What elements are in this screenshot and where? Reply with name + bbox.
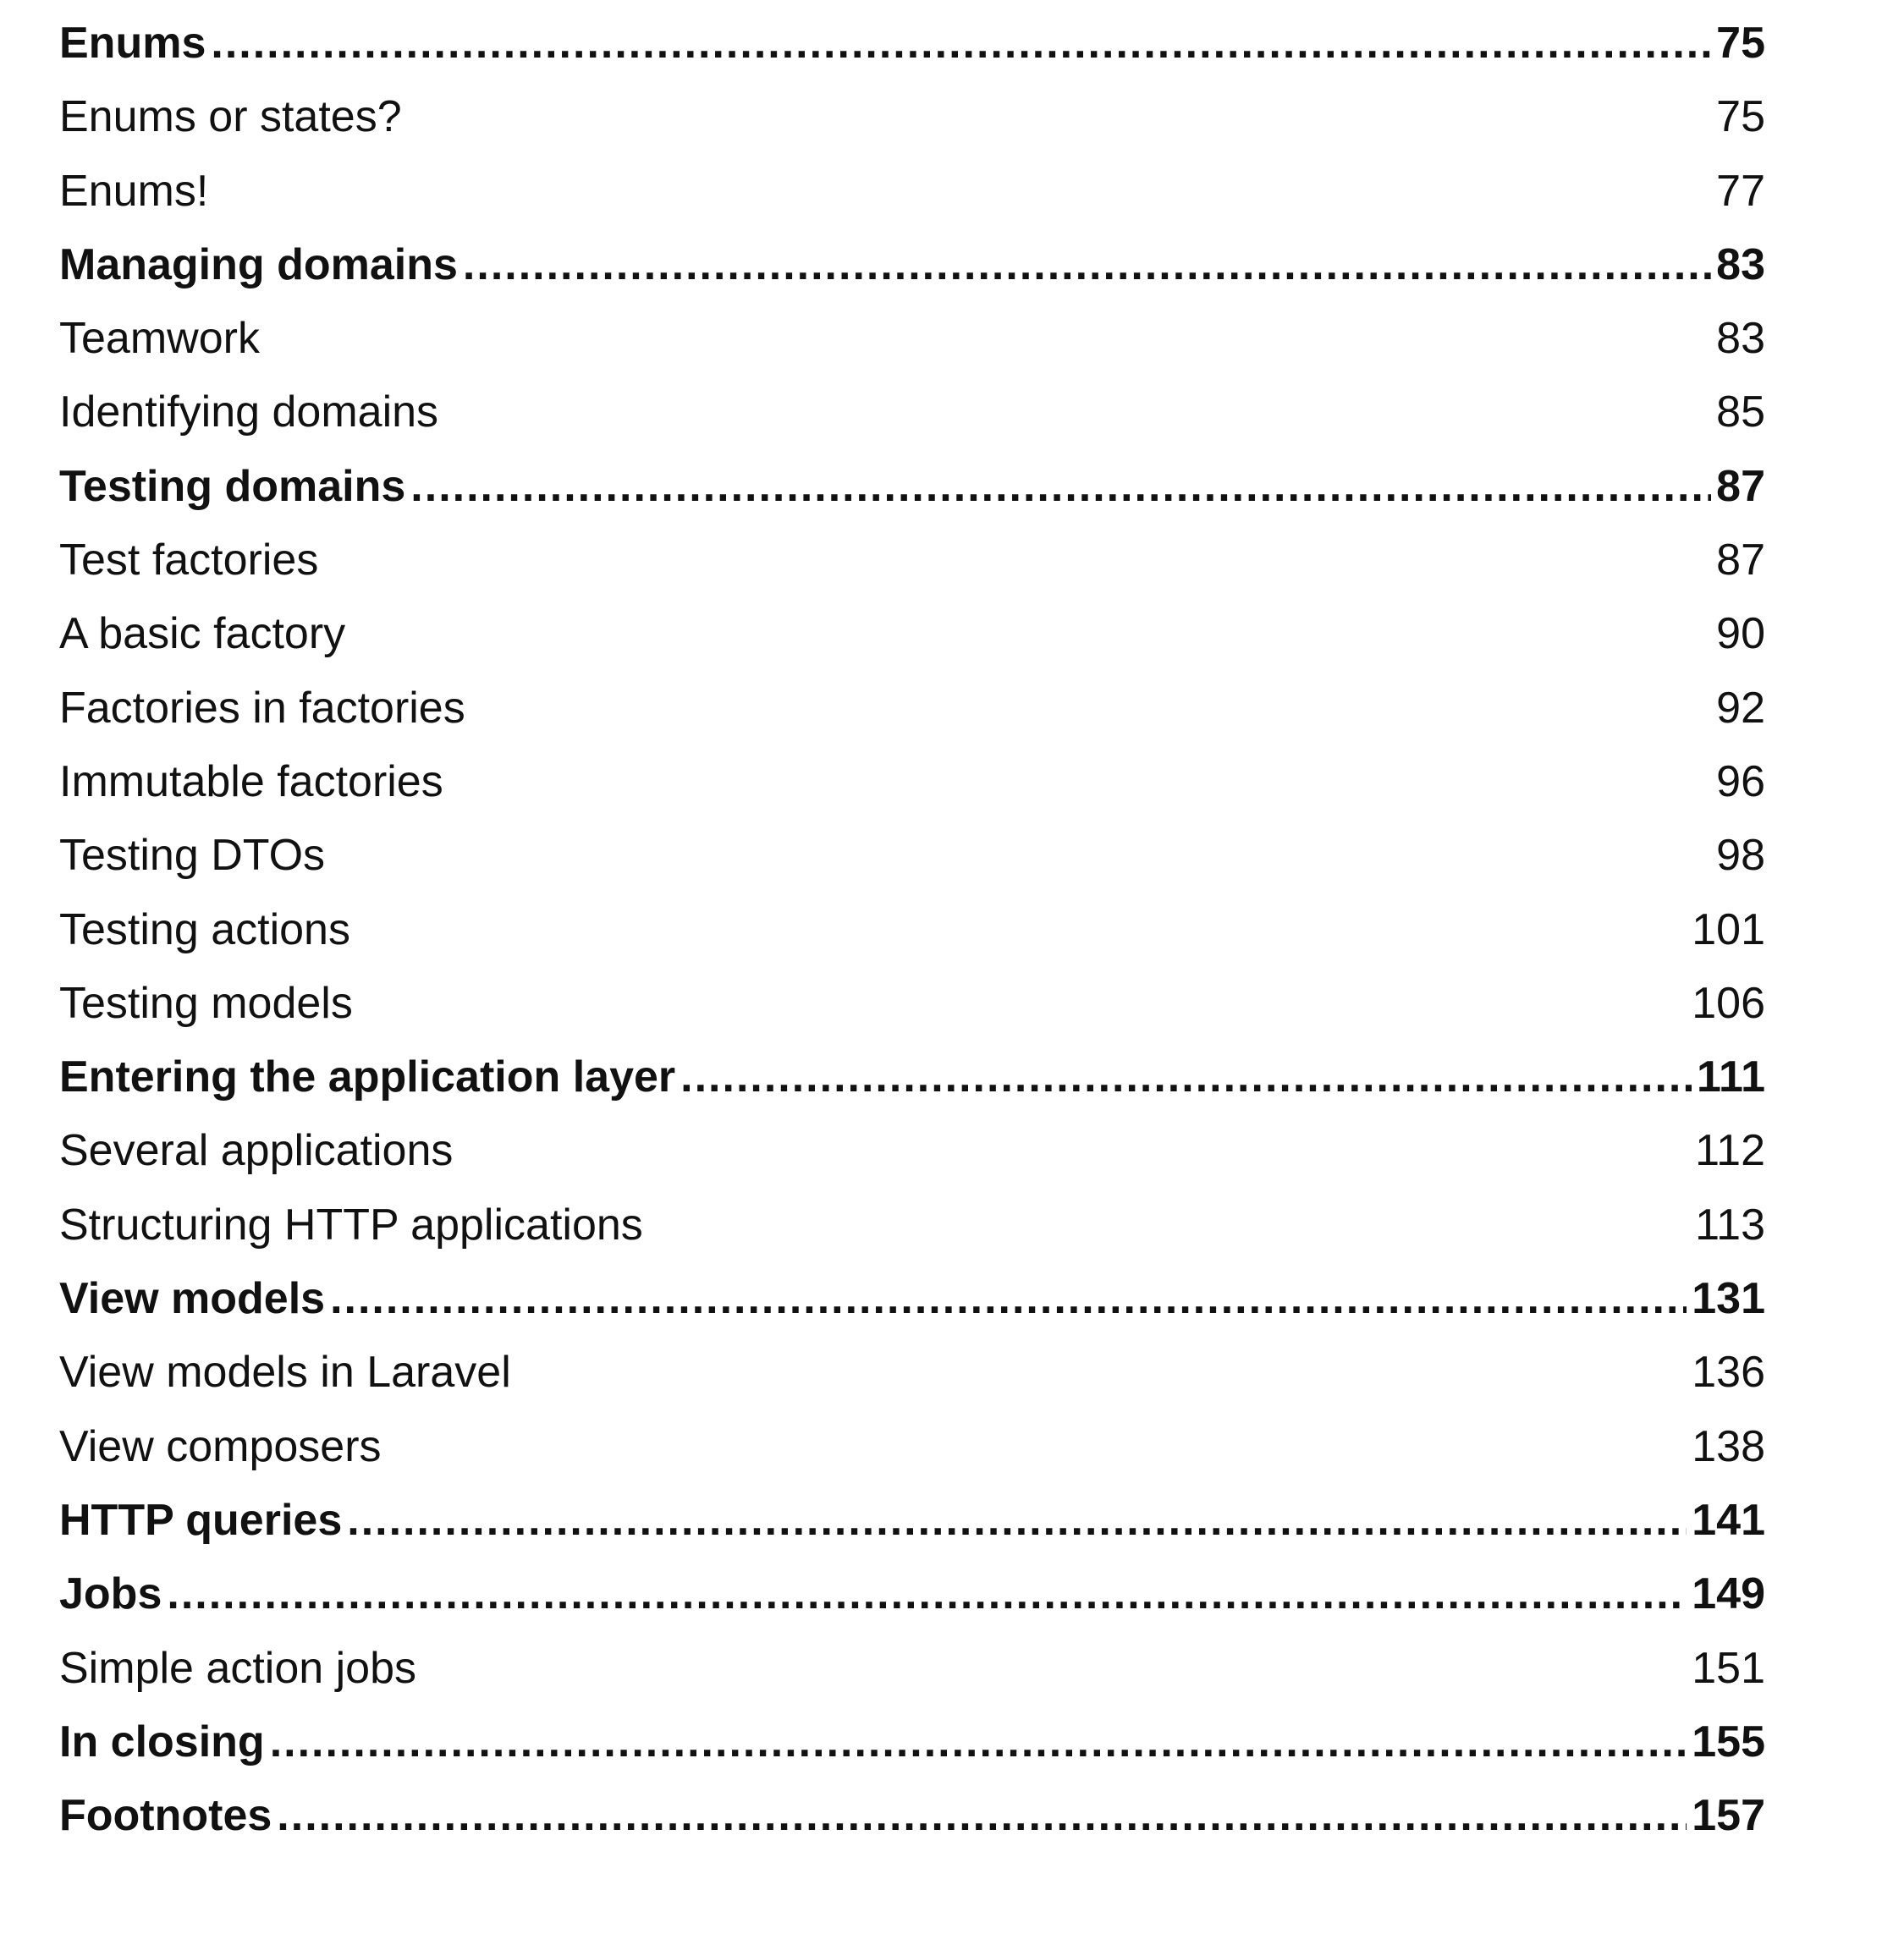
toc-section-entry[interactable]: Testing DTOs 98 (59, 819, 1765, 893)
toc-section-entry[interactable]: Factories in factories 92 (59, 672, 1765, 745)
table-of-contents: Enums 75 Enums or states? 75 Enums! 77 Managin… (59, 7, 1765, 1853)
toc-entry-title: Managing domains (59, 239, 458, 289)
toc-section-entry[interactable]: Several applications 112 (59, 1114, 1765, 1188)
dot-leader (270, 1706, 1687, 1779)
toc-entry-title: Simple action jobs (59, 1643, 416, 1693)
toc-section-entry[interactable]: Structuring HTTP applications 113 (59, 1189, 1765, 1262)
toc-chapter-entry[interactable]: HTTP queries 141 (59, 1484, 1765, 1558)
toc-entry-page: 149 (1692, 1569, 1765, 1619)
toc-entry-page: 112 (1695, 1126, 1765, 1176)
toc-entry-title: Immutable factories (59, 756, 443, 806)
dot-leader (167, 1558, 1687, 1631)
toc-entry-title: HTTP queries (59, 1495, 343, 1545)
toc-section-entry[interactable]: Test factories 87 (59, 524, 1765, 597)
toc-chapter-entry[interactable]: View models 131 (59, 1262, 1765, 1336)
toc-entry-page: 141 (1692, 1495, 1765, 1545)
toc-section-entry[interactable]: Enums! 77 (59, 155, 1765, 228)
toc-entry-page: 96 (1716, 756, 1765, 806)
toc-chapter-entry[interactable]: In closing 155 (59, 1706, 1765, 1779)
toc-entry-page: 111 (1696, 1052, 1765, 1102)
toc-entry-title: View composers (59, 1421, 382, 1471)
dot-leader (211, 7, 1711, 80)
toc-entry-title: Testing actions (59, 904, 350, 954)
toc-entry-title: Teamwork (59, 314, 260, 364)
toc-entry-page: 106 (1692, 978, 1765, 1028)
toc-entry-title: Testing DTOs (59, 831, 326, 881)
toc-section-entry[interactable]: Testing actions 101 (59, 893, 1765, 967)
toc-entry-page: 92 (1716, 683, 1765, 733)
toc-entry-page: 98 (1716, 831, 1765, 881)
dot-leader (277, 1779, 1687, 1853)
toc-entry-title: View models (59, 1274, 326, 1324)
toc-section-entry[interactable]: Teamwork 83 (59, 302, 1765, 376)
toc-section-entry[interactable]: Enums or states? 75 (59, 80, 1765, 154)
toc-entry-page: 113 (1695, 1200, 1765, 1250)
toc-entry-page: 138 (1692, 1421, 1765, 1471)
toc-entry-title: In closing (59, 1717, 265, 1766)
toc-entry-title: Entering the application layer (59, 1052, 676, 1102)
toc-entry-title: A basic factory (59, 609, 346, 659)
toc-chapter-entry[interactable]: Testing domains 87 (59, 450, 1765, 524)
toc-entry-title: Enums or states? (59, 92, 402, 142)
toc-entry-page: 85 (1716, 387, 1765, 437)
toc-entry-title: Enums (59, 19, 206, 68)
toc-entry-title: Factories in factories (59, 683, 465, 733)
toc-section-entry[interactable]: Immutable factories 96 (59, 745, 1765, 819)
toc-entry-title: Structuring HTTP applications (59, 1200, 643, 1250)
toc-entry-page: 136 (1692, 1348, 1765, 1398)
toc-entry-title: Testing domains (59, 461, 406, 511)
toc-entry-page: 87 (1716, 536, 1765, 585)
toc-entry-page: 77 (1716, 166, 1765, 216)
toc-entry-title: Jobs (59, 1569, 162, 1619)
toc-chapter-entry[interactable]: Footnotes 157 (59, 1779, 1765, 1853)
toc-chapter-entry[interactable]: Managing domains 83 (59, 228, 1765, 302)
dot-leader (330, 1262, 1687, 1336)
toc-entry-title: Testing models (59, 978, 353, 1028)
toc-section-entry[interactable]: View models in Laravel 136 (59, 1336, 1765, 1409)
toc-entry-title: View models in Laravel (59, 1348, 511, 1398)
toc-entry-title: Footnotes (59, 1791, 272, 1841)
toc-section-entry[interactable]: View composers 138 (59, 1410, 1765, 1484)
toc-section-entry[interactable]: A basic factory 90 (59, 597, 1765, 671)
toc-entry-page: 83 (1716, 239, 1765, 289)
toc-entry-page: 157 (1692, 1791, 1765, 1841)
toc-section-entry[interactable]: Testing models 106 (59, 967, 1765, 1041)
dot-leader (347, 1484, 1687, 1558)
toc-entry-page: 83 (1716, 314, 1765, 364)
toc-chapter-entry[interactable]: Enums 75 (59, 7, 1765, 80)
toc-chapter-entry[interactable]: Entering the application layer 111 (59, 1041, 1765, 1114)
toc-entry-page: 155 (1692, 1717, 1765, 1766)
toc-section-entry[interactable]: Identifying domains 85 (59, 376, 1765, 449)
toc-chapter-entry[interactable]: Jobs 149 (59, 1558, 1765, 1631)
toc-entry-title: Identifying domains (59, 387, 439, 437)
toc-entry-page: 87 (1716, 461, 1765, 511)
toc-entry-page: 75 (1716, 92, 1765, 142)
toc-entry-page: 151 (1692, 1643, 1765, 1693)
dot-leader (463, 228, 1711, 302)
dot-leader (410, 450, 1711, 524)
toc-section-entry[interactable]: Simple action jobs 151 (59, 1632, 1765, 1706)
toc-entry-page: 90 (1716, 609, 1765, 659)
dot-leader (680, 1041, 1692, 1114)
toc-entry-page: 75 (1716, 19, 1765, 68)
toc-entry-title: Test factories (59, 536, 319, 585)
toc-entry-title: Several applications (59, 1126, 454, 1176)
toc-entry-title: Enums! (59, 166, 209, 216)
toc-entry-page: 131 (1692, 1274, 1765, 1324)
toc-entry-page: 101 (1692, 904, 1765, 954)
